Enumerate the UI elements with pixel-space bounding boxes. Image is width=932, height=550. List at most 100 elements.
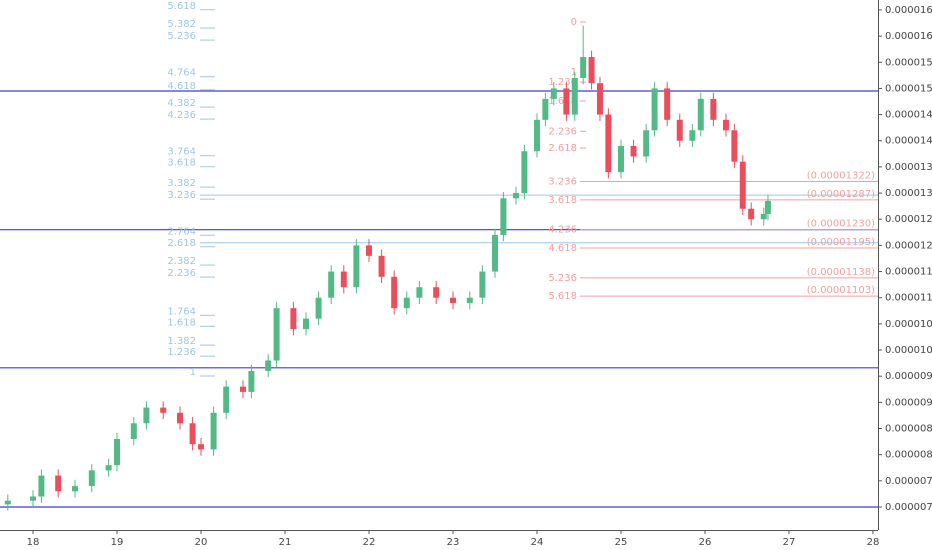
candle-body (365, 245, 372, 256)
candle-body (710, 98, 717, 120)
candle-body (697, 98, 704, 131)
y-tick-label: 0.00001600 (885, 31, 932, 42)
candle-body (588, 57, 595, 84)
candle-body (500, 198, 507, 235)
candle-body (416, 287, 423, 298)
y-tick-label: 0.00001250 (885, 214, 932, 225)
x-tick-label: 20 (195, 537, 208, 548)
y-tick-label: 0.00000750 (885, 476, 932, 487)
fib-label: 4.618 (167, 81, 196, 92)
candle-body (479, 271, 486, 298)
candle-body (198, 444, 205, 450)
candle-body (403, 297, 410, 309)
y-tick-label: 0.00000950 (885, 371, 932, 382)
fib-label: 5.618 (548, 291, 577, 302)
y-tick-label: 0.00001650 (885, 5, 932, 16)
fib-label: 1.236 (548, 77, 577, 88)
x-tick-label: 26 (699, 537, 712, 548)
candle-body (617, 145, 624, 173)
fib-label: 2.618 (548, 143, 577, 154)
candle-body (739, 161, 746, 209)
candle-body (605, 114, 612, 173)
candle-body (130, 423, 137, 439)
fib-label: 2.382 (167, 256, 196, 267)
fib-label: 5.236 (167, 31, 196, 42)
candle-body (72, 486, 79, 492)
fib-label: 3.236 (167, 190, 196, 201)
fib-label: 4.236 (548, 225, 577, 236)
x-tick-label: 24 (531, 537, 544, 548)
candle-body (290, 308, 297, 330)
fib-label: 1 (571, 67, 577, 78)
y-tick-label: 0.00001200 (885, 240, 932, 251)
candle-body (760, 213, 767, 220)
candle-body (748, 208, 755, 220)
fib-label: 5.618 (167, 1, 196, 12)
y-tick-label: 0.00000800 (885, 450, 932, 461)
y-tick-label: 0.00001400 (885, 136, 932, 147)
fib-price-label: (0.00001103) (807, 285, 875, 296)
candle-body (378, 255, 385, 277)
y-tick-label: 0.00000900 (885, 397, 932, 408)
fib-label: 1.382 (167, 336, 196, 347)
candle-body (210, 412, 217, 450)
y-tick-label: 0.00001100 (885, 293, 932, 304)
fib-label: 2.618 (167, 238, 196, 249)
y-tick-label: 0.00001500 (885, 83, 932, 94)
fib-price-label: (0.00001195) (807, 237, 875, 248)
fib-label: 1.618 (167, 317, 196, 328)
candle-body (340, 271, 347, 288)
y-tick-label: 0.00001550 (885, 57, 932, 68)
candle-body (55, 475, 62, 492)
x-tick-label: 22 (363, 537, 376, 548)
candle-body (265, 360, 272, 371)
fib-label: 1 (190, 367, 196, 378)
y-tick-label: 0.00001450 (885, 110, 932, 121)
candle-body (315, 297, 322, 319)
candle-body (177, 412, 184, 424)
candle-body (643, 130, 650, 157)
fib-label: 5.382 (167, 19, 196, 30)
candle-body (512, 193, 519, 199)
candle-body (88, 470, 95, 487)
candle-body (722, 119, 729, 131)
candle-body (114, 438, 121, 466)
candle-body (273, 308, 280, 361)
candle-body (676, 119, 683, 141)
fib-label: 1.236 (167, 347, 196, 358)
fib-label: 4.382 (167, 98, 196, 109)
candle-body (466, 297, 473, 303)
candle-body (302, 318, 309, 330)
candle-body (550, 88, 557, 99)
fib-label: 4.764 (167, 68, 196, 79)
candle-body (563, 88, 570, 115)
candle-body (664, 88, 671, 120)
candle-body (521, 151, 528, 194)
y-tick-label: 0.00001150 (885, 267, 932, 278)
fib-price-label: (0.00001322) (807, 171, 875, 182)
candle-body (189, 423, 196, 445)
candle-body (542, 98, 549, 120)
fib-label: 2.764 (167, 226, 196, 237)
fib-label: 3.618 (167, 158, 196, 169)
fib-label: 4.618 (548, 243, 577, 254)
candle-body (38, 475, 45, 497)
y-tick-label: 0.00000850 (885, 423, 932, 434)
candle-body (160, 407, 167, 413)
candle-body (731, 130, 738, 162)
candle-body (248, 370, 255, 392)
candle-body (571, 77, 578, 115)
fib-label: 3.764 (167, 147, 196, 158)
fib-label: 4.236 (167, 110, 196, 121)
candle-body (223, 386, 230, 413)
fib-label: 2.236 (548, 126, 577, 137)
y-tick-label: 0.00001300 (885, 188, 932, 199)
candle-body (391, 276, 398, 309)
fib-label: 3.236 (548, 177, 577, 188)
fib-price-label: (0.00001287) (807, 189, 875, 200)
y-tick-label: 0.00001050 (885, 319, 932, 330)
candle-body (328, 271, 335, 298)
candle-body (764, 200, 771, 214)
